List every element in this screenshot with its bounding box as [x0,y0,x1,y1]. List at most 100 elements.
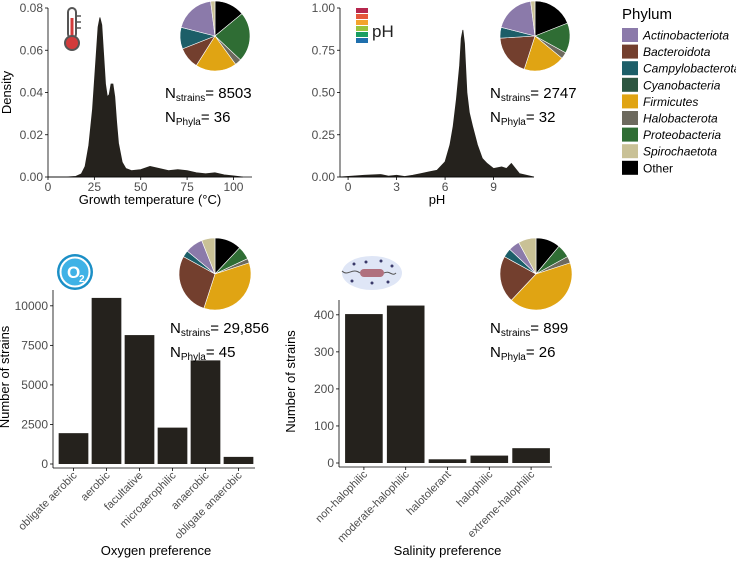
y-axis-title: Number of strains [0,325,12,428]
ph-scale-icon: pH [356,8,394,43]
legend-label: Cyanobacteria [643,78,721,92]
bar-obligate-anaerobic [223,456,254,464]
legend-swatch [622,61,638,76]
legend-label: Proteobacteria [643,128,721,142]
x-axis-title: Salinity preference [394,543,502,558]
y-tick-label: 300 [314,345,334,359]
phylum-pie-chart [179,0,251,72]
n-strains-subscript: strains [176,93,205,104]
x-axis-title: Growth temperature (°C) [79,192,221,207]
pie-slice-bacteroidota [178,256,216,309]
y-tick-label: 0.02 [20,128,44,142]
y-tick-label: 7500 [21,338,48,352]
n-strains-label: Nstrains= 8503 [165,85,252,104]
phylum-legend: Phylum Actinobacteriota Bacteroidota Campyl… [622,6,736,175]
pie-slice-actinobacteriota [500,0,536,37]
y-tick-label: 0.50 [312,86,336,100]
panel-salinity-preference: non-halophilicmoderate-halophilichalotol… [283,237,573,558]
pie-slice-other [534,0,568,37]
n-phyla-label: NPhyla= 26 [490,344,555,363]
y-tick-label: 10000 [15,299,49,313]
y-tick-label: 100 [314,419,334,433]
x-tick-label: 75 [180,180,194,194]
phylum-pie-chart [499,0,571,72]
pie-slice-spirochaetota [518,237,537,275]
bar-facultative [124,335,155,464]
bar-extreme-halophilic [512,448,550,463]
pie-slice-proteobacteria [214,13,251,61]
pie-slice-spirochaetota [530,0,536,37]
legend-title: Phylum [622,6,672,23]
y-tick-label: 2500 [21,417,48,431]
bar-non-halophilic [345,314,383,463]
n-phyla-subscript: Phyla [501,352,526,363]
phylum-pie-chart [178,237,252,311]
density-area [339,29,535,178]
n-prefix: N [170,320,181,337]
y-tick-label: 400 [314,308,334,322]
y-tick-label: 0.08 [20,1,44,15]
x-tick-label: 25 [88,180,102,194]
y-axis-title: Number of strains [283,330,298,433]
legend-label: Actinobacteriota [642,29,729,43]
n-phyla-value: = 45 [206,344,236,361]
n-phyla-label: NPhyla= 45 [170,344,235,363]
pie-slice-bacteroidota [499,256,537,301]
y-tick-label: 0.00 [20,170,44,184]
x-tick-label: 50 [134,180,148,194]
y-tick-label: 0.00 [312,170,336,184]
y-tick-label: 1.00 [312,1,336,15]
density-area [48,17,243,178]
legend-swatch [622,160,638,175]
n-prefix: N [165,85,176,102]
n-phyla-subscript: Phyla [181,352,206,363]
x-tick-label: halotolerant [404,469,453,518]
n-strains-subscript: strains [501,93,530,104]
y-tick-label: 0.25 [312,128,336,142]
pie-slice-firmicutes [195,35,236,72]
n-phyla-subscript: Phyla [501,117,526,128]
y-tick-label: 0.06 [20,43,44,57]
pie-slice-spirochaetota [210,0,216,37]
phylum-pie-chart [499,237,573,311]
n-strains-subscript: strains [501,328,530,339]
pie-slice-firmicutes [203,262,252,311]
o2-icon-letter: O [67,263,80,282]
y-tick-label: 0 [41,457,48,471]
n-prefix: N [490,109,501,126]
legend-swatch [622,94,638,109]
x-tick-label: 100 [223,180,243,194]
bar-obligate-aerobic [58,433,89,464]
pie-slice-firmicutes [523,35,563,72]
y-tick-label: 5000 [21,378,48,392]
n-prefix: N [490,85,501,102]
n-prefix: N [490,344,501,361]
pie-slice-bacteroidota [499,35,536,70]
x-tick-label: halophilic [454,468,495,509]
bar-halotolerant [428,459,467,463]
legend-label: Campylobacterota [643,62,736,76]
oxygen-o2-icon: O 2 [57,254,93,290]
x-tick-label: obligate aerobic [16,469,80,533]
legend-swatch [622,127,638,142]
bar-anaerobic [190,360,221,464]
o2-icon-subscript: 2 [79,274,85,285]
legend-swatch [622,28,638,42]
n-phyla-label: NPhyla= 36 [165,109,230,128]
n-strains-value: = 8503 [205,85,251,102]
legend-label: Other [643,161,673,175]
x-tick-label: 0 [45,180,52,194]
y-axis-title: Density [0,70,14,114]
n-strains-label: Nstrains= 2747 [490,85,577,104]
y-tick-label: 0.75 [312,43,336,57]
n-phyla-label: NPhyla= 32 [490,109,555,128]
pie-slice-spirochaetota [201,237,216,275]
n-phyla-value: = 36 [201,109,231,126]
legend-swatch [622,111,638,125]
legend-swatch [622,44,638,59]
pie-slice-firmicutes [510,262,573,311]
n-phyla-value: = 26 [526,344,556,361]
legend-label: Bacteroidota [643,45,711,59]
x-axis-title: Oxygen preference [101,543,212,558]
